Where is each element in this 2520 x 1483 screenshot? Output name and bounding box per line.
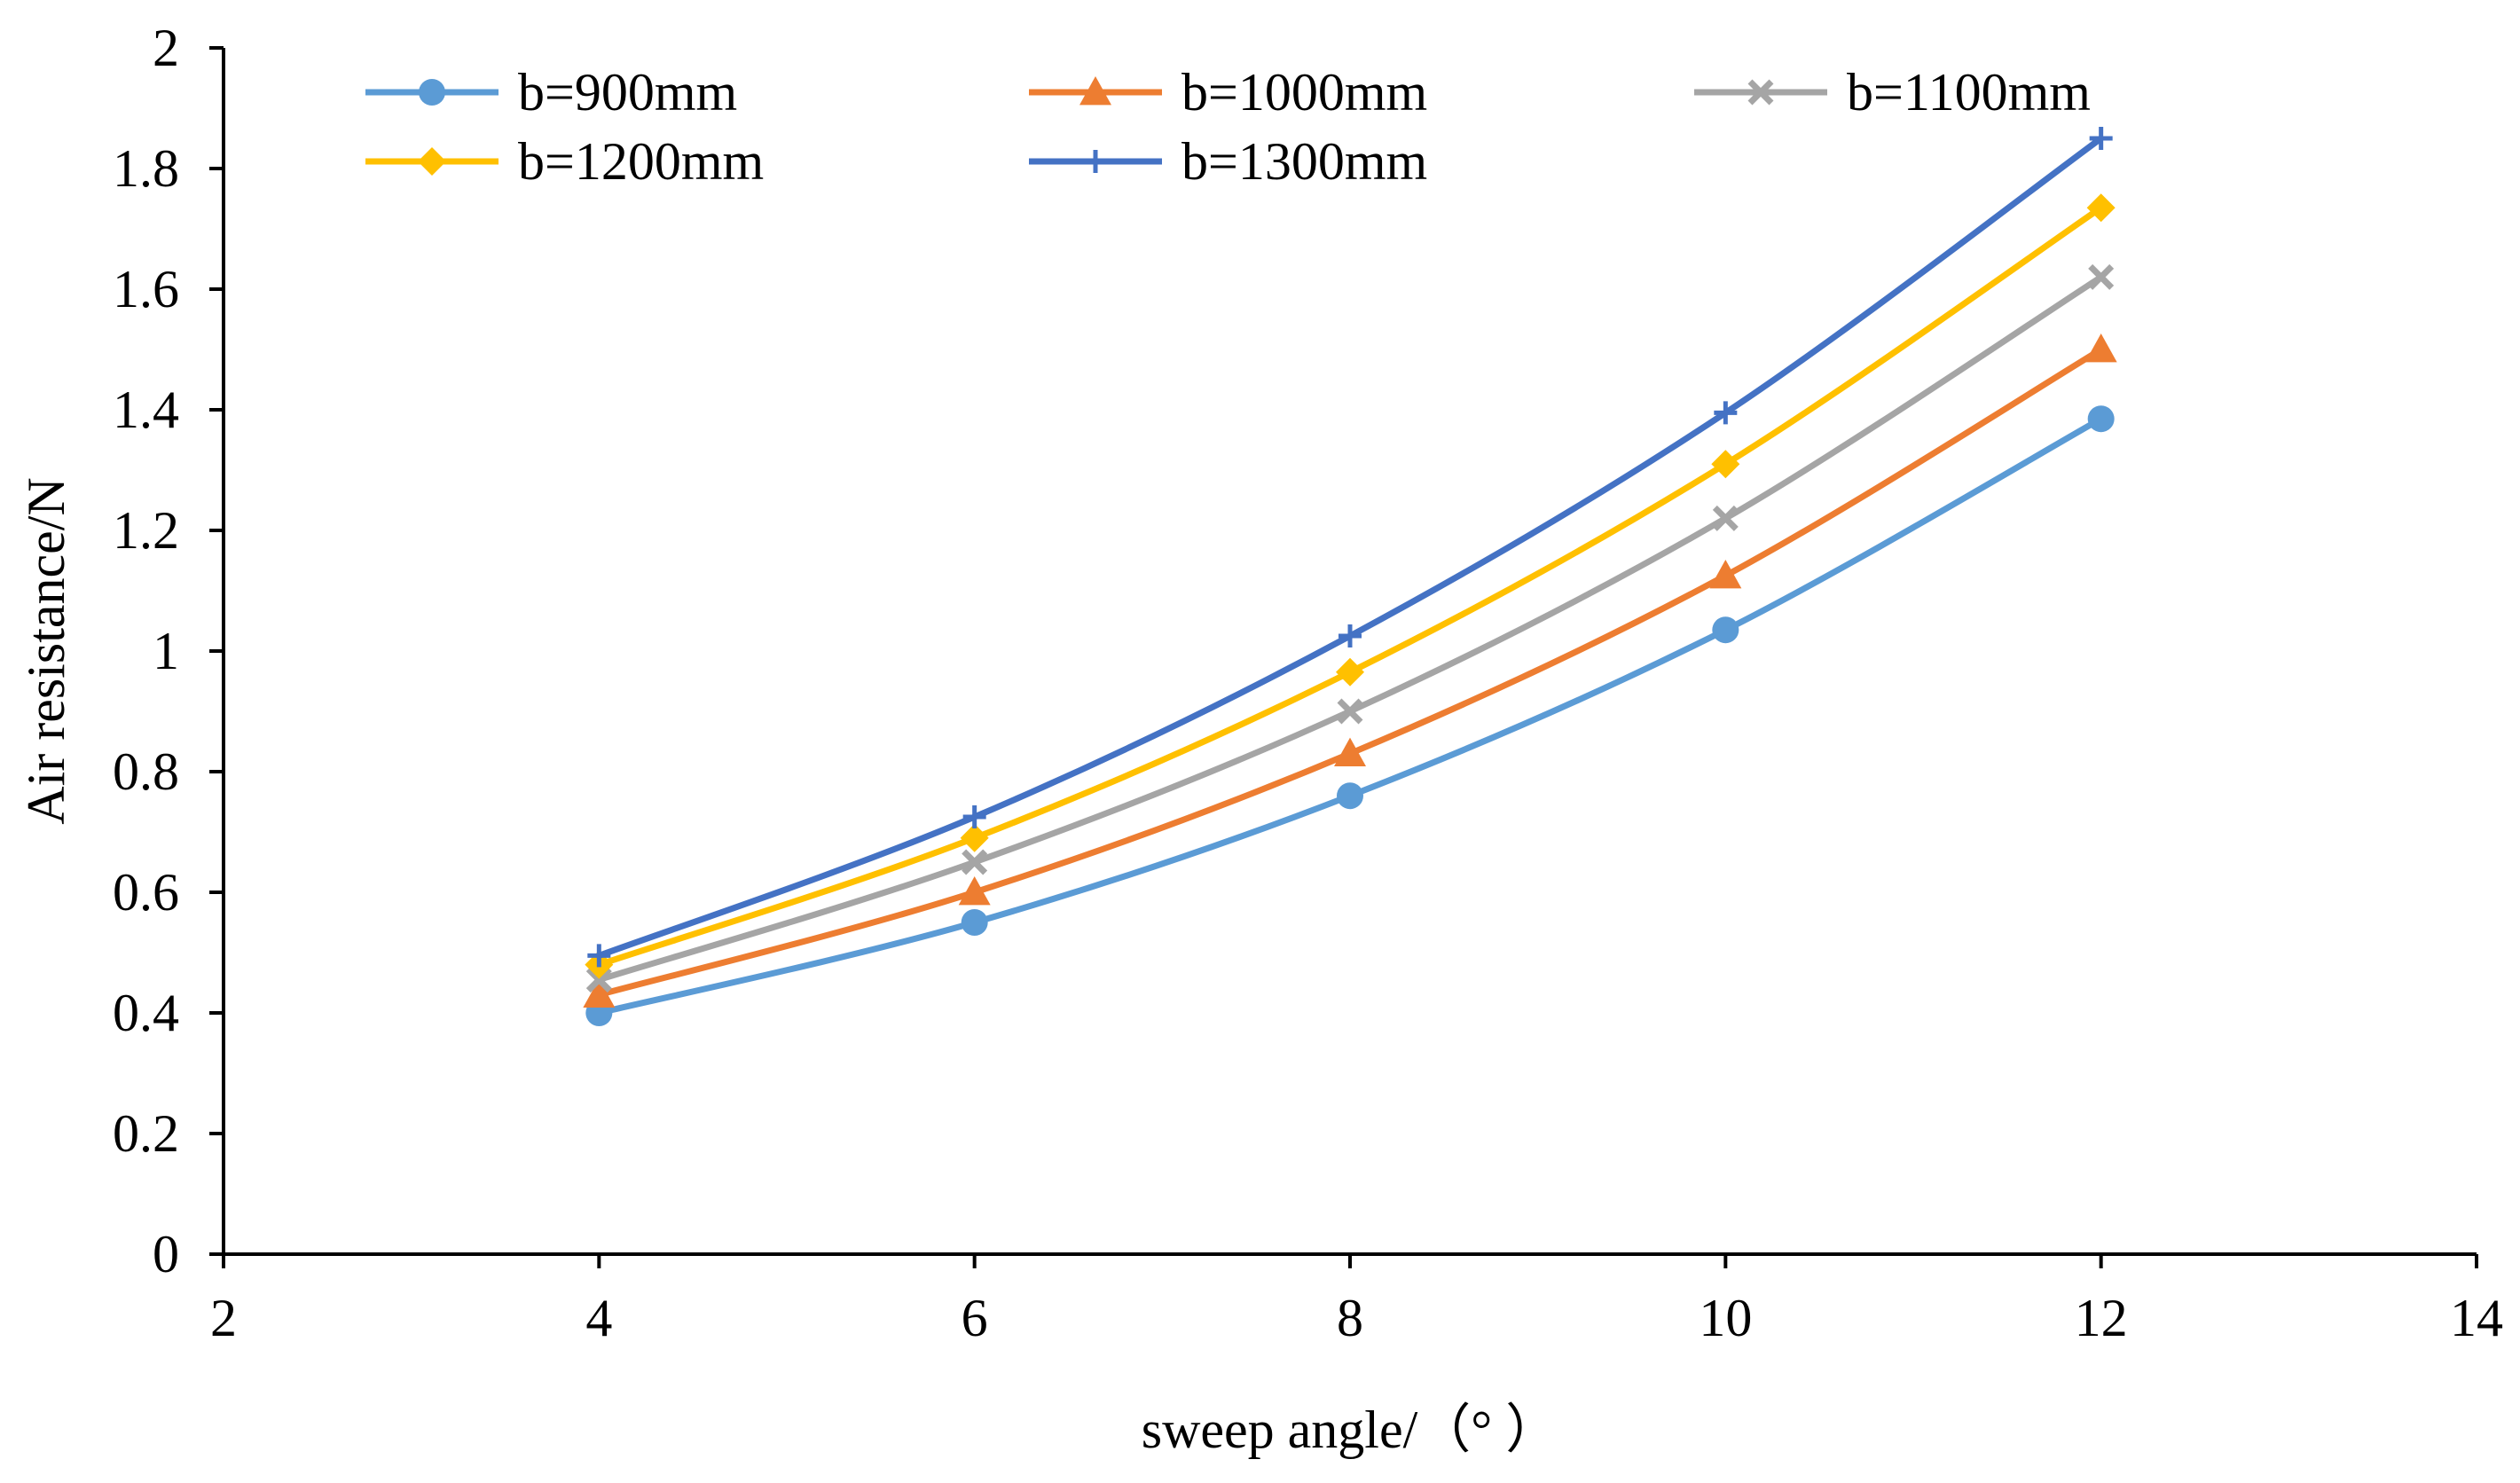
series-line bbox=[595, 204, 2105, 969]
data-point bbox=[962, 805, 986, 828]
legend-item: b=1000mm bbox=[1029, 63, 1427, 122]
x-tick-label: 6 bbox=[962, 1289, 988, 1347]
data-point bbox=[1711, 450, 1740, 479]
legend: b=900mm b=1000mm b=1100mm b=1200mm b=1300mm bbox=[365, 63, 2091, 191]
legend-marker bbox=[1084, 150, 1107, 173]
data-point bbox=[1337, 782, 1363, 810]
y-tick-label: 0.4 bbox=[113, 984, 179, 1042]
y-tick-label: 1.8 bbox=[113, 139, 179, 198]
data-point bbox=[1709, 560, 1742, 589]
y-axis-title: Air resistance/N bbox=[17, 477, 75, 825]
x-tick-label: 10 bbox=[1699, 1289, 1752, 1347]
x-tick-label: 2 bbox=[210, 1289, 237, 1347]
x-axis: 2 4 6 8 10 12 14 bbox=[210, 1252, 2503, 1347]
legend-item: b=900mm bbox=[365, 63, 737, 122]
data-point bbox=[2084, 333, 2117, 363]
y-tick-label: 0.6 bbox=[113, 863, 179, 922]
data-point bbox=[2086, 193, 2116, 223]
y-axis: 0 0.2 0.4 0.6 0.8 1 1.2 1.4 1.6 1.8 2 bbox=[113, 19, 225, 1283]
y-tick-label: 1.2 bbox=[113, 501, 179, 560]
series-line bbox=[595, 415, 2105, 1016]
series-b=1200mm bbox=[585, 193, 2116, 979]
data-point bbox=[962, 849, 988, 875]
y-tick-label: 1 bbox=[153, 622, 179, 680]
data-point bbox=[1714, 401, 1738, 425]
legend-marker bbox=[1079, 76, 1111, 106]
legend-item: b=1100mm bbox=[1694, 63, 2091, 122]
y-tick-label: 2 bbox=[153, 19, 179, 77]
legend-label: b=1000mm bbox=[1181, 63, 1427, 122]
y-tick-label: 0.8 bbox=[113, 742, 179, 801]
data-point bbox=[960, 823, 989, 852]
data-point bbox=[1339, 624, 1362, 647]
series-b=1100mm bbox=[585, 263, 2115, 993]
series-layer bbox=[583, 127, 2117, 1026]
data-point bbox=[2088, 263, 2115, 290]
y-tick-label: 0 bbox=[153, 1225, 179, 1283]
data-point bbox=[958, 876, 991, 906]
legend-item: b=1200mm bbox=[365, 132, 764, 191]
data-point bbox=[1336, 657, 1364, 687]
series-b=1300mm bbox=[587, 127, 2113, 968]
data-point bbox=[961, 909, 988, 936]
data-point bbox=[583, 978, 616, 1008]
x-axis-title: sweep angle/（° ） bbox=[1142, 1401, 1559, 1459]
x-tick-label: 8 bbox=[1337, 1289, 1363, 1347]
legend-label: b=900mm bbox=[518, 63, 737, 122]
data-point bbox=[1712, 505, 1739, 531]
legend-marker bbox=[418, 147, 446, 176]
data-point bbox=[587, 944, 611, 968]
x-tick-label: 4 bbox=[585, 1289, 612, 1347]
y-tick-label: 1.6 bbox=[113, 260, 179, 318]
legend-marker bbox=[419, 79, 445, 106]
legend-marker bbox=[1747, 79, 1774, 106]
series-b=1000mm bbox=[583, 333, 2117, 1008]
legend-label: b=1300mm bbox=[1181, 132, 1427, 191]
legend-label: b=1200mm bbox=[518, 132, 764, 191]
data-point bbox=[1337, 698, 1363, 725]
x-tick-label: 12 bbox=[2075, 1289, 2128, 1347]
data-point bbox=[1712, 616, 1739, 644]
y-tick-label: 1.4 bbox=[113, 381, 179, 439]
y-tick-label: 0.2 bbox=[113, 1104, 179, 1163]
legend-label: b=1100mm bbox=[1847, 63, 2091, 122]
data-point bbox=[1334, 737, 1366, 766]
series-b=900mm bbox=[585, 405, 2115, 1026]
data-point bbox=[2087, 405, 2115, 433]
data-point bbox=[585, 967, 612, 993]
data-point bbox=[2089, 127, 2113, 150]
legend-item: b=1300mm bbox=[1029, 132, 1427, 191]
x-tick-label: 14 bbox=[2450, 1289, 2503, 1347]
